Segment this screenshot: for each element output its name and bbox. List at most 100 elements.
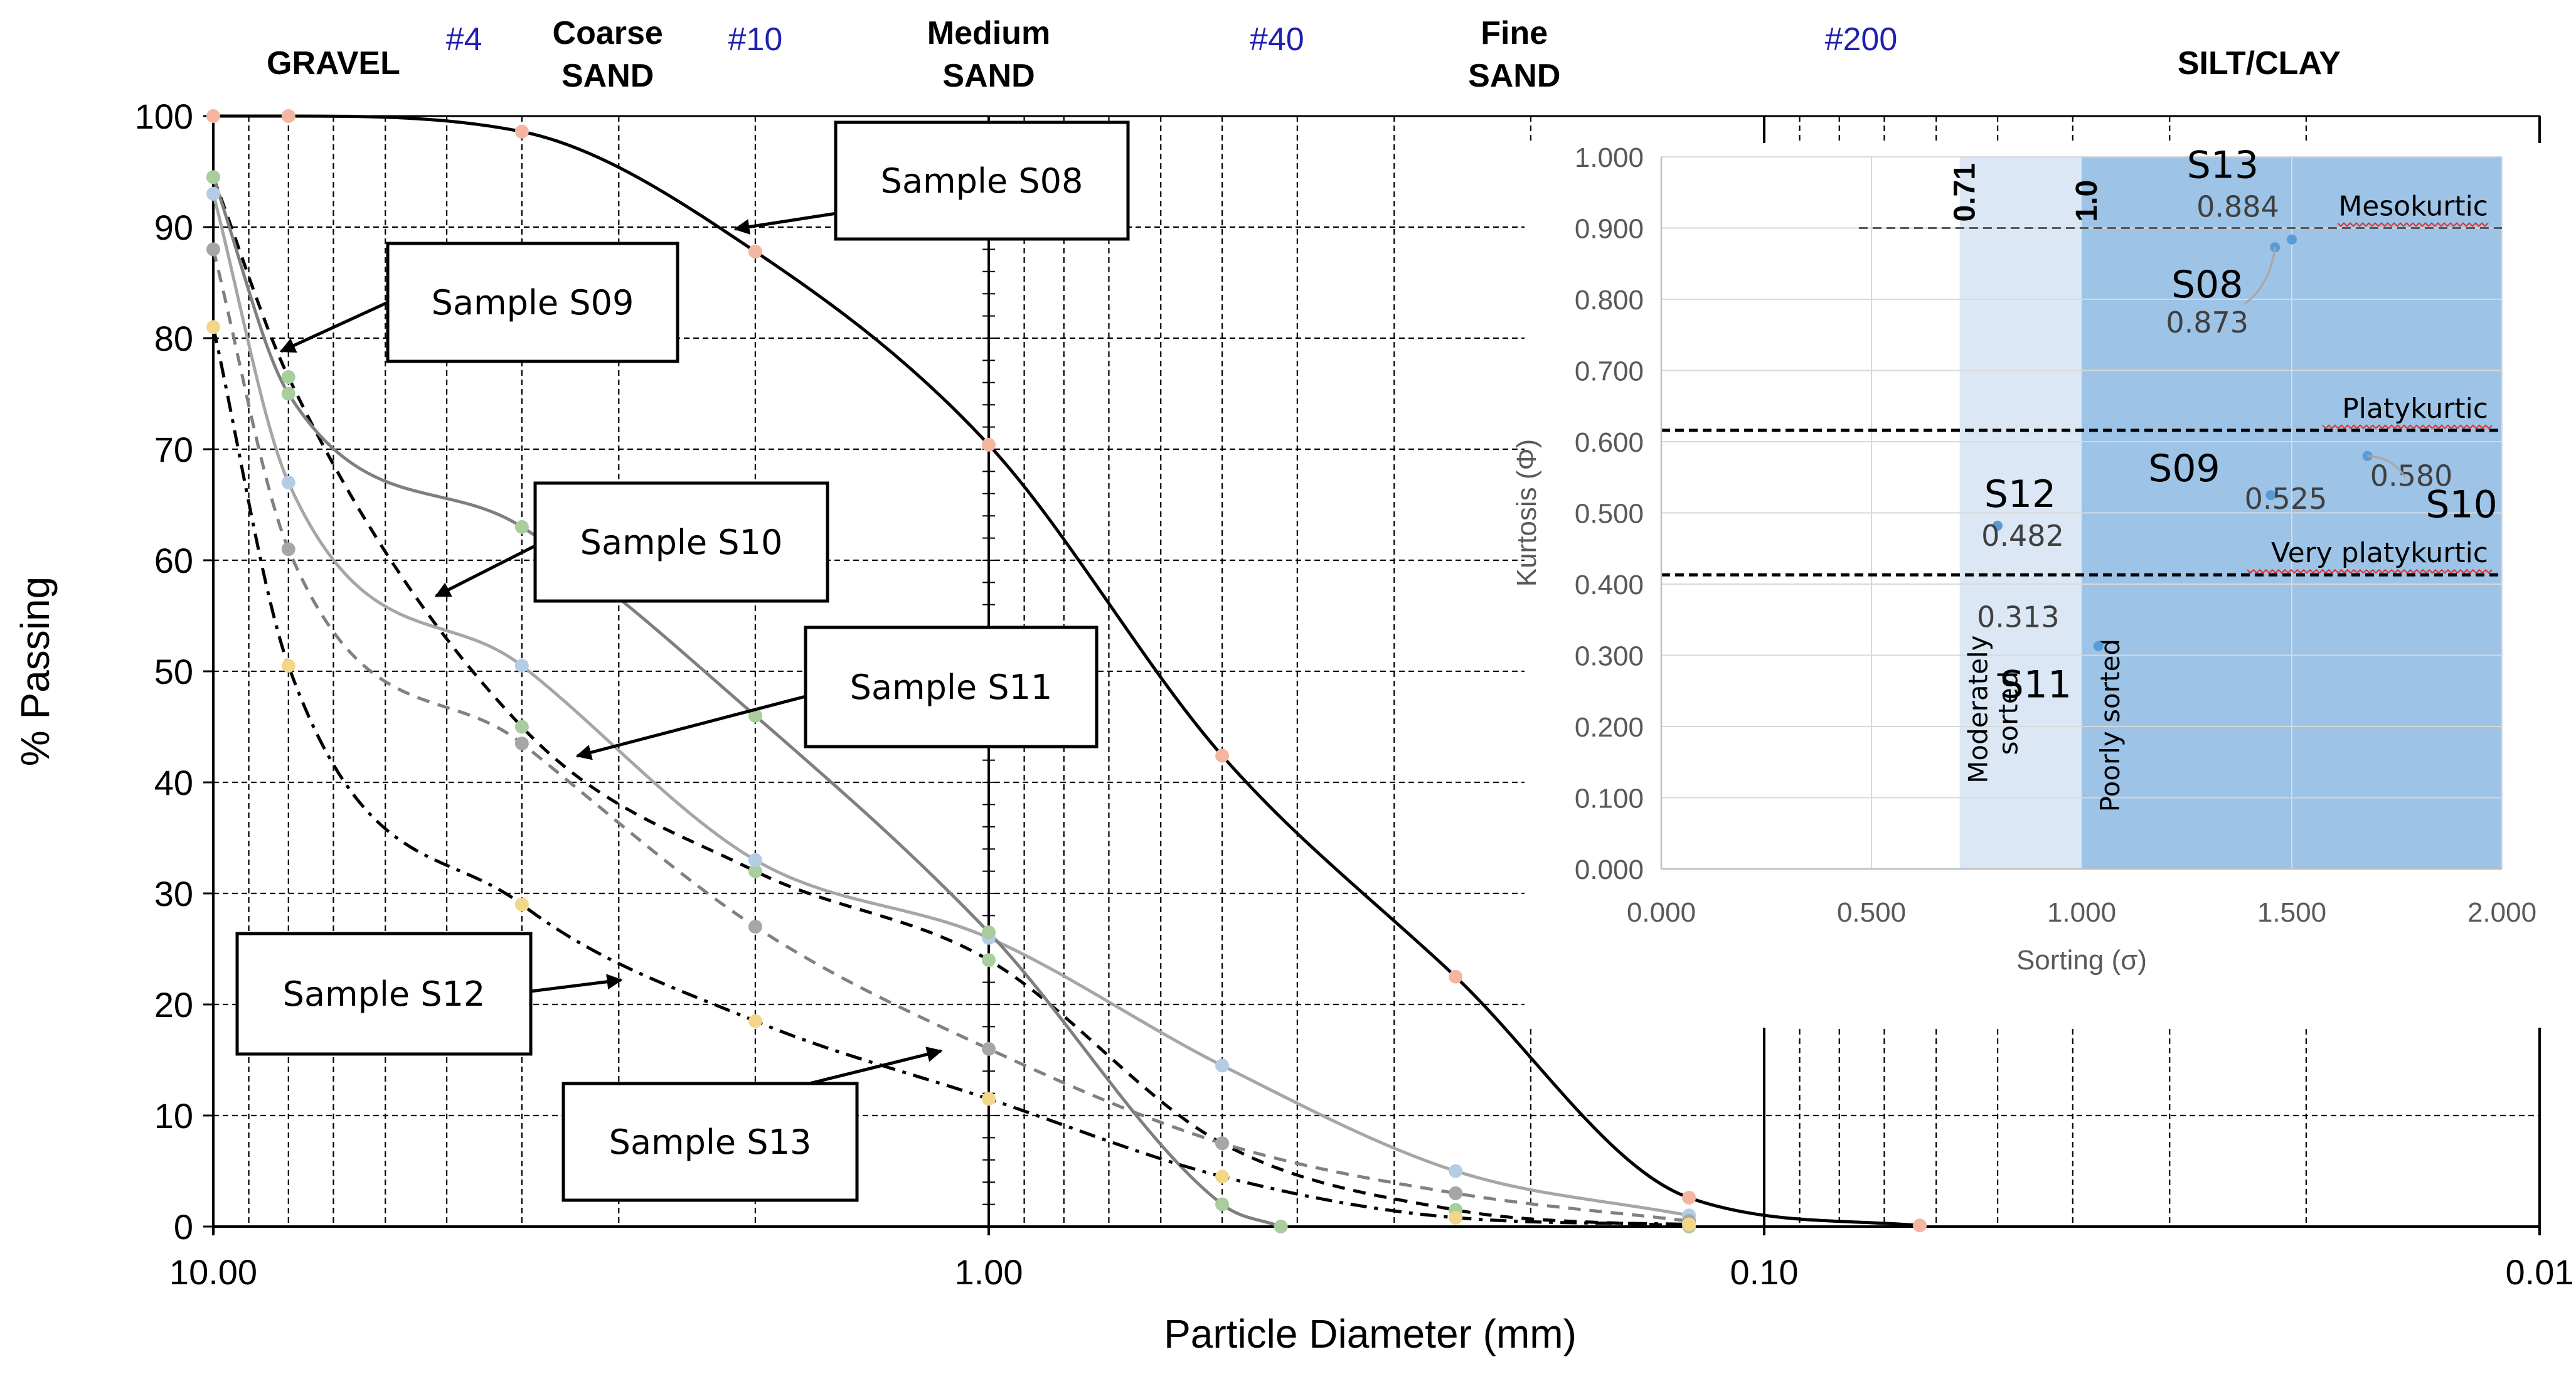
inset-scatter: Mesokurtic Platykurtic Very platykurtic 0.7… xyxy=(1511,142,2573,1028)
callout-box-sample-s10 xyxy=(533,481,829,603)
class-label-sand: SAND xyxy=(942,58,1035,94)
marker-sample-s12 xyxy=(206,170,220,184)
x-tick-label: 0.10 xyxy=(1730,1252,1799,1292)
class-label-fine: Fine xyxy=(1481,15,1548,51)
inset-class-lines: Mesokurtic Platykurtic Very platykurtic 0.7… xyxy=(1661,163,2502,812)
series-sample-s08 xyxy=(213,114,1920,1227)
marker-sample-s11 xyxy=(281,542,295,557)
callout-box-sample-s08 xyxy=(834,120,1130,241)
kurtosis-label-very-platykurtic: Very platykurtic xyxy=(2271,537,2488,569)
marker-sample-s08 xyxy=(281,109,295,123)
marker-sample-s08 xyxy=(748,244,762,258)
point-value-s10: 0.580 xyxy=(2370,459,2453,493)
class-label-medium: Medium xyxy=(927,15,1050,51)
y-tick-label: 90 xyxy=(154,208,193,247)
kurtosis-label-mesokurtic: Mesokurtic xyxy=(2338,191,2488,223)
inset-y-tick-label: 0.100 xyxy=(1575,784,1644,814)
inset-y-tick-label: 1.000 xyxy=(1575,142,1644,173)
marker-sample-s11 xyxy=(206,242,220,257)
marker-sample-s09 xyxy=(514,720,529,734)
zone-name-sorted: sorted xyxy=(1993,671,2024,755)
callout-box-sample-s09 xyxy=(386,242,679,363)
marker-sample-s10 xyxy=(206,186,220,201)
marker-sample-s08 xyxy=(1682,1190,1696,1205)
marker-sample-s08 xyxy=(982,437,996,452)
callout-label-sample-s08: Sample S08 xyxy=(881,161,1083,201)
y-tick-label: 60 xyxy=(154,541,193,580)
marker-sample-s13 xyxy=(281,659,295,673)
class-label-gravel: GRAVEL xyxy=(267,45,400,82)
callout-label-sample-s13: Sample S13 xyxy=(609,1122,812,1162)
leader-s08 xyxy=(2244,247,2276,305)
class-label-coarse: Coarse xyxy=(553,15,663,51)
point-name-s12: S12 xyxy=(1984,472,2056,516)
marker-sample-s11 xyxy=(982,1041,996,1056)
y-axis-title: % Passing xyxy=(13,577,58,766)
callout-arrow-sample-s12 xyxy=(530,974,623,993)
x-tick-label: 1.00 xyxy=(955,1252,1023,1292)
marker-sample-s10 xyxy=(514,659,529,673)
callout-box-sample-s11 xyxy=(804,626,1099,748)
y-tick-label: 0 xyxy=(174,1207,193,1247)
inset-y-tick-label: 0.400 xyxy=(1575,570,1644,600)
marker-sample-s12 xyxy=(281,386,295,401)
marker-sample-s12 xyxy=(1274,1220,1288,1233)
marker-sample-s13 xyxy=(1682,1217,1696,1232)
series-sample-s10 xyxy=(211,193,1690,1217)
inset-x-tick-label: 1.500 xyxy=(2257,897,2326,928)
callout-label-sample-s09: Sample S09 xyxy=(432,283,634,322)
point-s11 xyxy=(2093,641,2104,651)
point-name-s08: S08 xyxy=(2171,263,2243,307)
x-tick-label: 10.00 xyxy=(169,1252,257,1292)
spellcheck-underline xyxy=(2322,424,2493,430)
class-label-silt-clay: SILT/CLAY xyxy=(2178,45,2341,82)
y-tick-label: 20 xyxy=(154,985,193,1025)
inset-y-tick-label: 0.200 xyxy=(1575,712,1644,743)
inset-y-title: Kurtosis (Φ) xyxy=(1511,439,1542,587)
point-name-s10: S10 xyxy=(2425,483,2497,527)
marker-sample-s13 xyxy=(514,897,529,912)
marker-sample-s10 xyxy=(281,476,295,490)
inset-y-tick-label: 0.700 xyxy=(1575,356,1644,387)
marker-sample-s12 xyxy=(748,708,762,723)
marker-sample-s09 xyxy=(281,370,295,384)
point-value-s11: 0.313 xyxy=(1977,600,2060,634)
marker-sample-s13 xyxy=(748,1014,762,1028)
zone-name-poorly-sorted: Poorly sorted xyxy=(2095,639,2126,812)
y-tick-label: 80 xyxy=(154,319,193,358)
inset-axes: 0.000 0.100 0.200 0.300 0.400 0.500 0.600 0.700… xyxy=(1511,142,2536,976)
y-tick-label: 100 xyxy=(135,97,193,136)
marker-sample-s11 xyxy=(1449,1186,1463,1200)
series-sample-s11 xyxy=(211,248,1690,1223)
marker-sample-s09 xyxy=(748,864,762,878)
callout-label-sample-s12: Sample S12 xyxy=(283,974,486,1014)
marker-sample-s08 xyxy=(1913,1218,1927,1233)
marker-sample-s12 xyxy=(982,925,996,939)
callout-box-sample-s13 xyxy=(562,1082,859,1202)
inset-y-tick-label: 0.600 xyxy=(1575,427,1644,458)
marker-sample-s13 xyxy=(1215,1169,1230,1184)
inset-x-tick-label: 0.500 xyxy=(1837,897,1906,928)
x-axis-title: Particle Diameter (mm) xyxy=(1164,1311,1577,1356)
marker-sample-s08 xyxy=(1215,748,1230,763)
series-sample-s13 xyxy=(211,326,1690,1226)
marker-sample-s11 xyxy=(1215,1136,1230,1151)
sieve-label-4: #4 xyxy=(446,21,482,58)
callout-label-sample-s10: Sample S10 xyxy=(580,523,783,562)
sieve-label-40: #40 xyxy=(1250,21,1304,58)
inset-y-tick-label: 0.800 xyxy=(1575,285,1644,316)
y-tick-label: 10 xyxy=(154,1096,193,1136)
inset-y-tick-label: 0.500 xyxy=(1575,499,1644,530)
point-name-s13: S13 xyxy=(2187,144,2259,188)
marker-sample-s08 xyxy=(1449,969,1463,984)
y-tick-label: 70 xyxy=(154,430,193,469)
series-sample-s09 xyxy=(211,176,1690,1228)
point-s12 xyxy=(1993,520,2003,531)
class-label-sand: SAND xyxy=(562,58,654,94)
callout-arrow-sample-s11 xyxy=(575,695,806,760)
sieve-label-200: #200 xyxy=(1825,21,1898,58)
point-s09 xyxy=(2265,490,2276,501)
class-label-sand: SAND xyxy=(1468,58,1560,94)
